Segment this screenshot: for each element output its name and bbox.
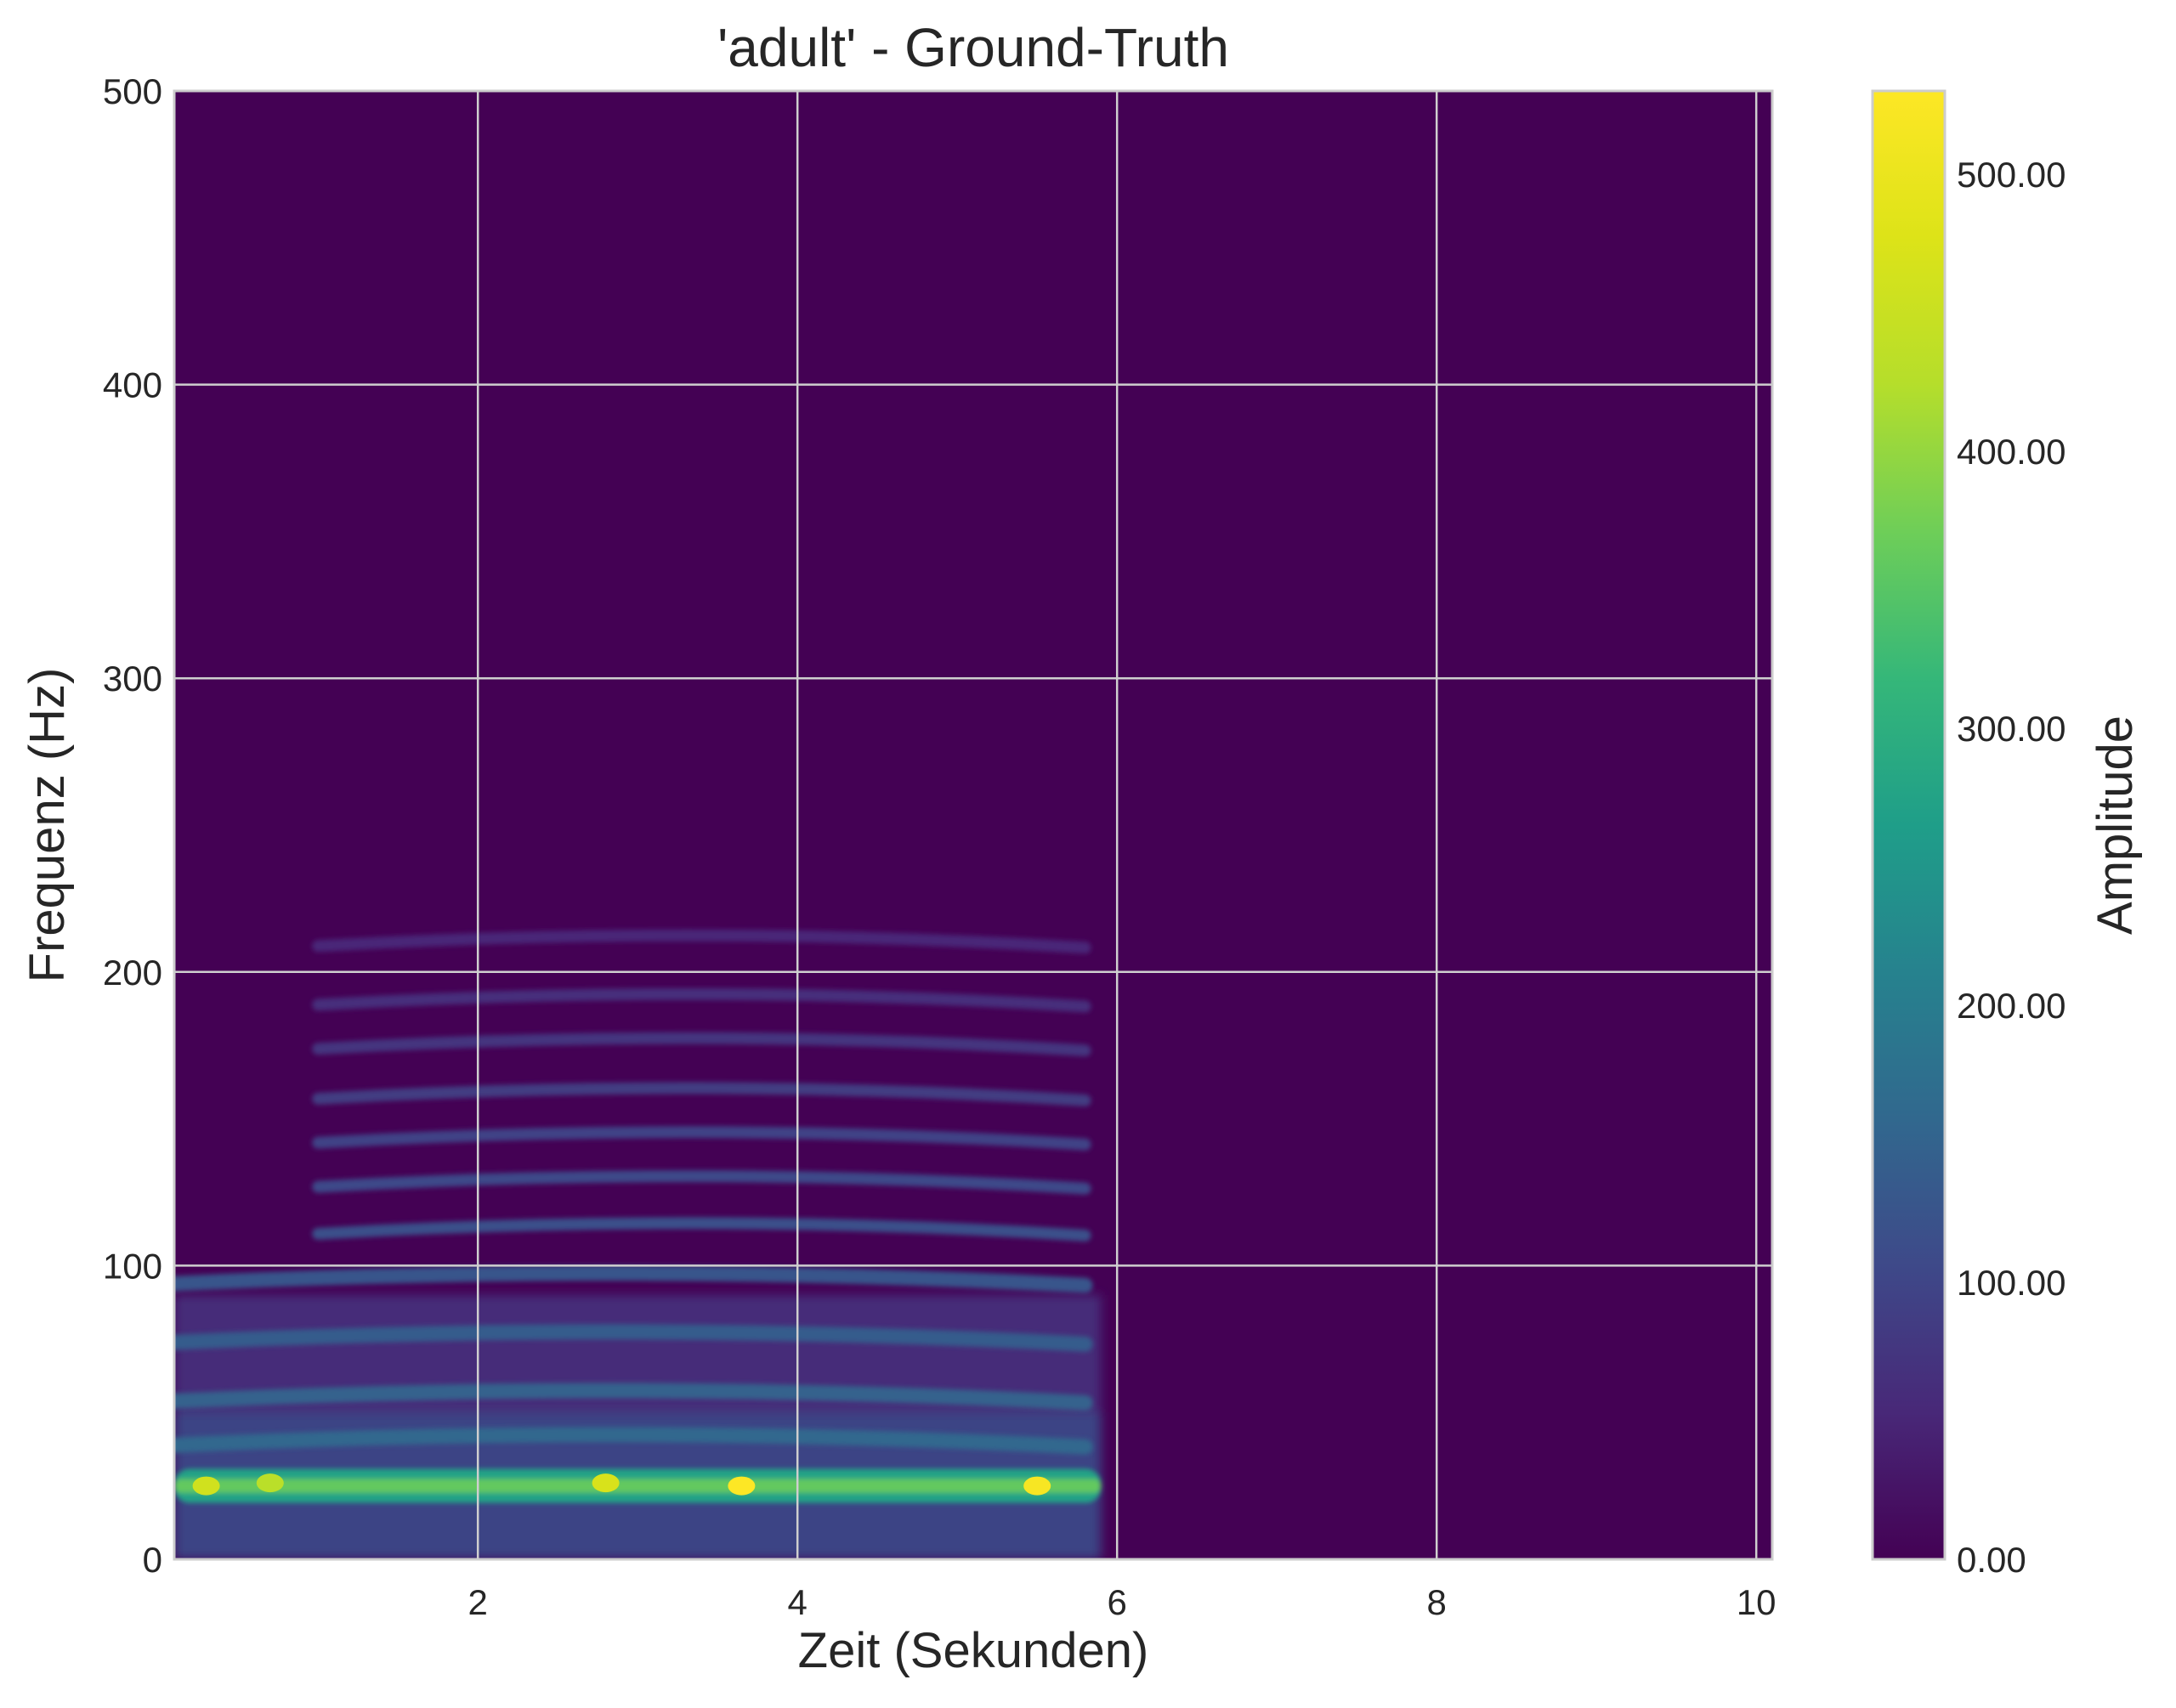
harmonic-band (312, 1170, 1091, 1195)
x-axis-ticks: 2 4 6 8 10 (468, 1582, 1776, 1622)
colorbar-tick-label: 300.00 (1957, 709, 2066, 749)
plot-frame (173, 89, 1774, 1561)
harmonic-band (312, 929, 1091, 954)
x-tick-label: 10 (1737, 1582, 1776, 1622)
colorbar-tick-label: 100.00 (1957, 1263, 2066, 1303)
x-tick-label: 8 (1427, 1582, 1447, 1622)
y-tick-label: 500 (103, 71, 162, 111)
y-tick-label: 200 (103, 953, 162, 993)
harmonic-band (174, 1427, 1093, 1455)
x-tick-label: 2 (468, 1582, 488, 1622)
colorbar-tick-label: 0.00 (1957, 1540, 2026, 1580)
y-axis-label: Frequenz (Hz) (20, 668, 75, 983)
harmonic-bands (174, 929, 1093, 1455)
harmonic-band (312, 1217, 1091, 1241)
heatmap-layer (174, 929, 1102, 1559)
harmonic-band (312, 1082, 1091, 1106)
colorbar-tick-label: 500.00 (1957, 155, 2066, 195)
amplitude-hotspot (1023, 1476, 1051, 1496)
amplitude-hotspot (256, 1473, 284, 1493)
colorbar-ticks: 0.00 100.00 200.00 300.00 400.00 500.00 (1957, 155, 2066, 1580)
chart-title: 'adult' - Ground-Truth (717, 17, 1229, 78)
harmonic-band (312, 1126, 1091, 1151)
amplitude-hotspot (728, 1476, 756, 1496)
y-axis-ticks: 0 100 200 300 400 500 (103, 71, 162, 1580)
y-tick-label: 0 (143, 1540, 162, 1580)
harmonic-band (312, 987, 1091, 1013)
y-tick-label: 300 (103, 659, 162, 698)
colorbar-tick-label: 200.00 (1957, 986, 2066, 1026)
fundamental-band (174, 1468, 1102, 1503)
colorbar (1871, 89, 1946, 1561)
harmonic-band (174, 1383, 1093, 1411)
amplitude-hotspot (192, 1476, 220, 1496)
colorbar-label: Amplitude (2088, 715, 2143, 935)
grid-lines (174, 89, 1772, 1561)
x-axis-label: Zeit (Sekunden) (798, 1623, 1149, 1678)
x-tick-label: 4 (788, 1582, 808, 1622)
amplitude-hotspot (592, 1473, 620, 1493)
x-tick-label: 6 (1108, 1582, 1127, 1622)
harmonic-band (312, 1032, 1091, 1057)
y-tick-label: 100 (103, 1246, 162, 1286)
colorbar-tick-label: 400.00 (1957, 432, 2066, 472)
harmonic-band (174, 1265, 1093, 1293)
y-tick-label: 400 (103, 365, 162, 405)
harmonic-band (174, 1324, 1093, 1352)
